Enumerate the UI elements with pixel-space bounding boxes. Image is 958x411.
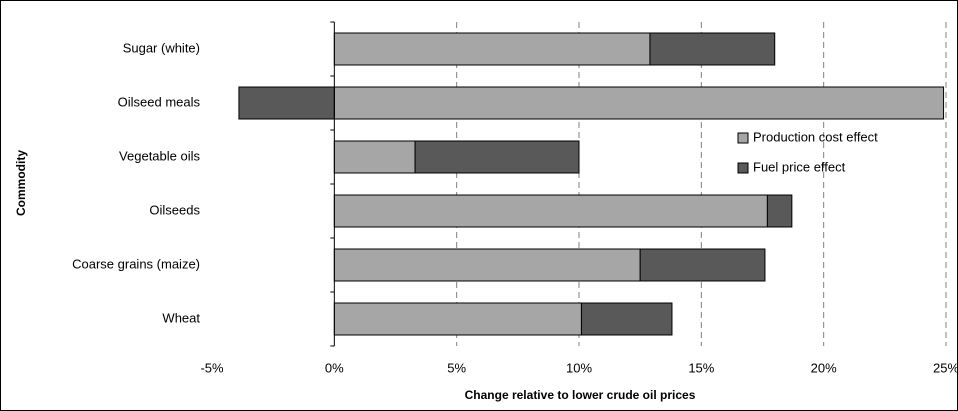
x-tick-label: 25%: [933, 360, 958, 375]
legend-swatch: [737, 132, 749, 144]
bar: [333, 32, 651, 66]
bar: [649, 32, 776, 66]
x-tick-label: 20%: [811, 360, 837, 375]
y-tick-label: Vegetable oils: [119, 148, 200, 163]
x-tick-label: 10%: [566, 360, 592, 375]
bar: [333, 140, 416, 174]
y-axis-title: Commodity: [14, 150, 28, 216]
bar: [766, 194, 793, 228]
bar: [333, 248, 641, 282]
bar: [580, 302, 673, 336]
bar: [639, 248, 766, 282]
x-tick-label: 0%: [325, 360, 344, 375]
legend-swatch: [737, 162, 749, 174]
y-tick-label: Oilseed meals: [118, 94, 201, 109]
bar: [333, 302, 582, 336]
x-tick-label: 15%: [688, 360, 714, 375]
legend-label: Production cost effect: [753, 129, 878, 144]
legend-label: Fuel price effect: [753, 159, 846, 174]
bar: [414, 140, 580, 174]
y-tick-label: Sugar (white): [123, 40, 200, 55]
bar: [333, 194, 768, 228]
x-tick-label: -5%: [200, 360, 224, 375]
y-tick-label: Wheat: [162, 310, 200, 325]
bar: [333, 86, 945, 120]
x-axis-title: Change relative to lower crude oil price…: [465, 388, 696, 402]
x-tick-label: 5%: [447, 360, 466, 375]
y-tick-label: Coarse grains (maize): [72, 256, 200, 271]
bar: [238, 86, 335, 120]
y-tick-label: Oilseeds: [149, 202, 200, 217]
